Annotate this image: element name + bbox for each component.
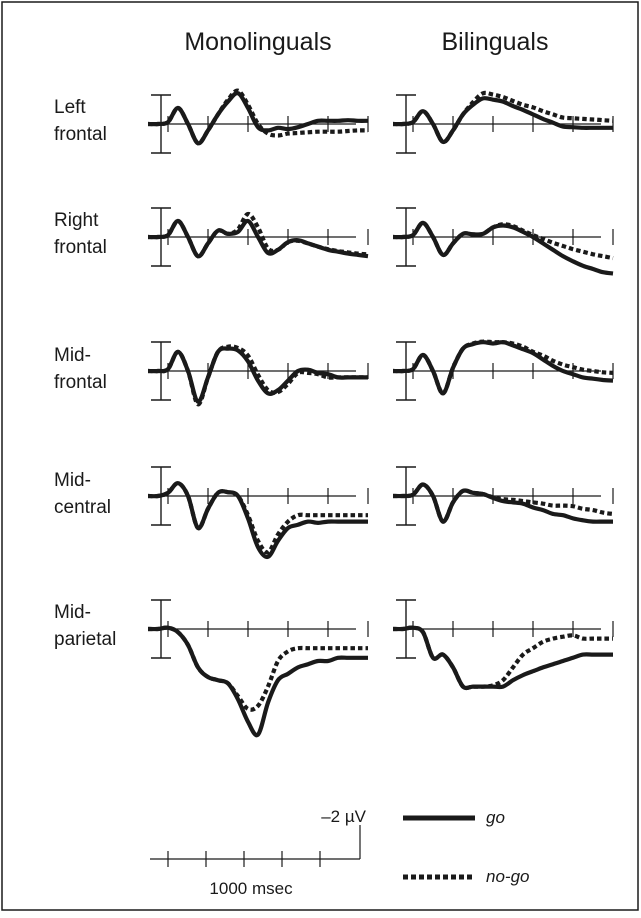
waveform-no-go	[147, 625, 368, 712]
legend-label-go: go	[486, 808, 505, 827]
waveform-go	[147, 481, 368, 560]
waveform-go	[392, 220, 614, 276]
row-label-mid-parietal-line1: Mid-	[54, 602, 91, 623]
waveform-go	[392, 482, 613, 524]
waveform-go	[392, 625, 613, 691]
waveform-go	[147, 346, 368, 404]
row-label-mid-parietal-line2: parietal	[54, 629, 116, 650]
waveform-no-go	[147, 88, 369, 146]
row-label-mid-central-line2: central	[54, 497, 111, 518]
panel-monolinguals-mid-frontal	[147, 341, 369, 407]
legend-label-no-go: no-go	[486, 867, 529, 886]
panel-monolinguals-left-frontal	[147, 88, 369, 154]
column-title-monolinguals: Monolinguals	[184, 28, 331, 56]
row-label-right-frontal-line1: Right	[54, 210, 99, 231]
panel-bilinguals-left-frontal	[392, 90, 614, 154]
waveform-no-go	[392, 625, 613, 691]
row-label-right-frontal-line2: frontal	[54, 237, 107, 258]
panel-bilinguals-mid-central	[392, 466, 614, 526]
panel-bilinguals-right-frontal	[392, 207, 614, 276]
column-title-bilinguals: Bilinguals	[441, 28, 548, 56]
waveform-go	[147, 625, 368, 738]
legend: go no-go	[403, 808, 529, 886]
row-label-left-frontal-line2: frontal	[54, 124, 107, 145]
panel-monolinguals-mid-parietal	[147, 599, 369, 738]
waveform-go	[392, 340, 614, 396]
waveform-go	[147, 218, 369, 259]
row-label-left-frontal-line1: Left	[54, 97, 86, 118]
panel-monolinguals-right-frontal	[147, 207, 369, 267]
amplitude-scale-label: –2 µV	[321, 807, 366, 826]
waveform-go	[392, 96, 613, 145]
row-label-mid-central-line1: Mid-	[54, 470, 91, 491]
calibration-scale-bar: –2 µV 1000 msec	[150, 807, 367, 898]
row-label-mid-frontal-line1: Mid-	[54, 345, 91, 366]
panel-bilinguals-mid-parietal	[392, 599, 614, 691]
waveform-go	[147, 91, 369, 146]
time-scale-label: 1000 msec	[209, 879, 293, 898]
waveform-no-go	[147, 481, 368, 555]
panel-monolinguals-mid-central	[147, 466, 369, 560]
erp-panels	[147, 88, 614, 738]
row-label-mid-frontal-line2: frontal	[54, 372, 107, 393]
panel-bilinguals-mid-frontal	[392, 339, 614, 401]
waveform-no-go	[392, 339, 614, 396]
